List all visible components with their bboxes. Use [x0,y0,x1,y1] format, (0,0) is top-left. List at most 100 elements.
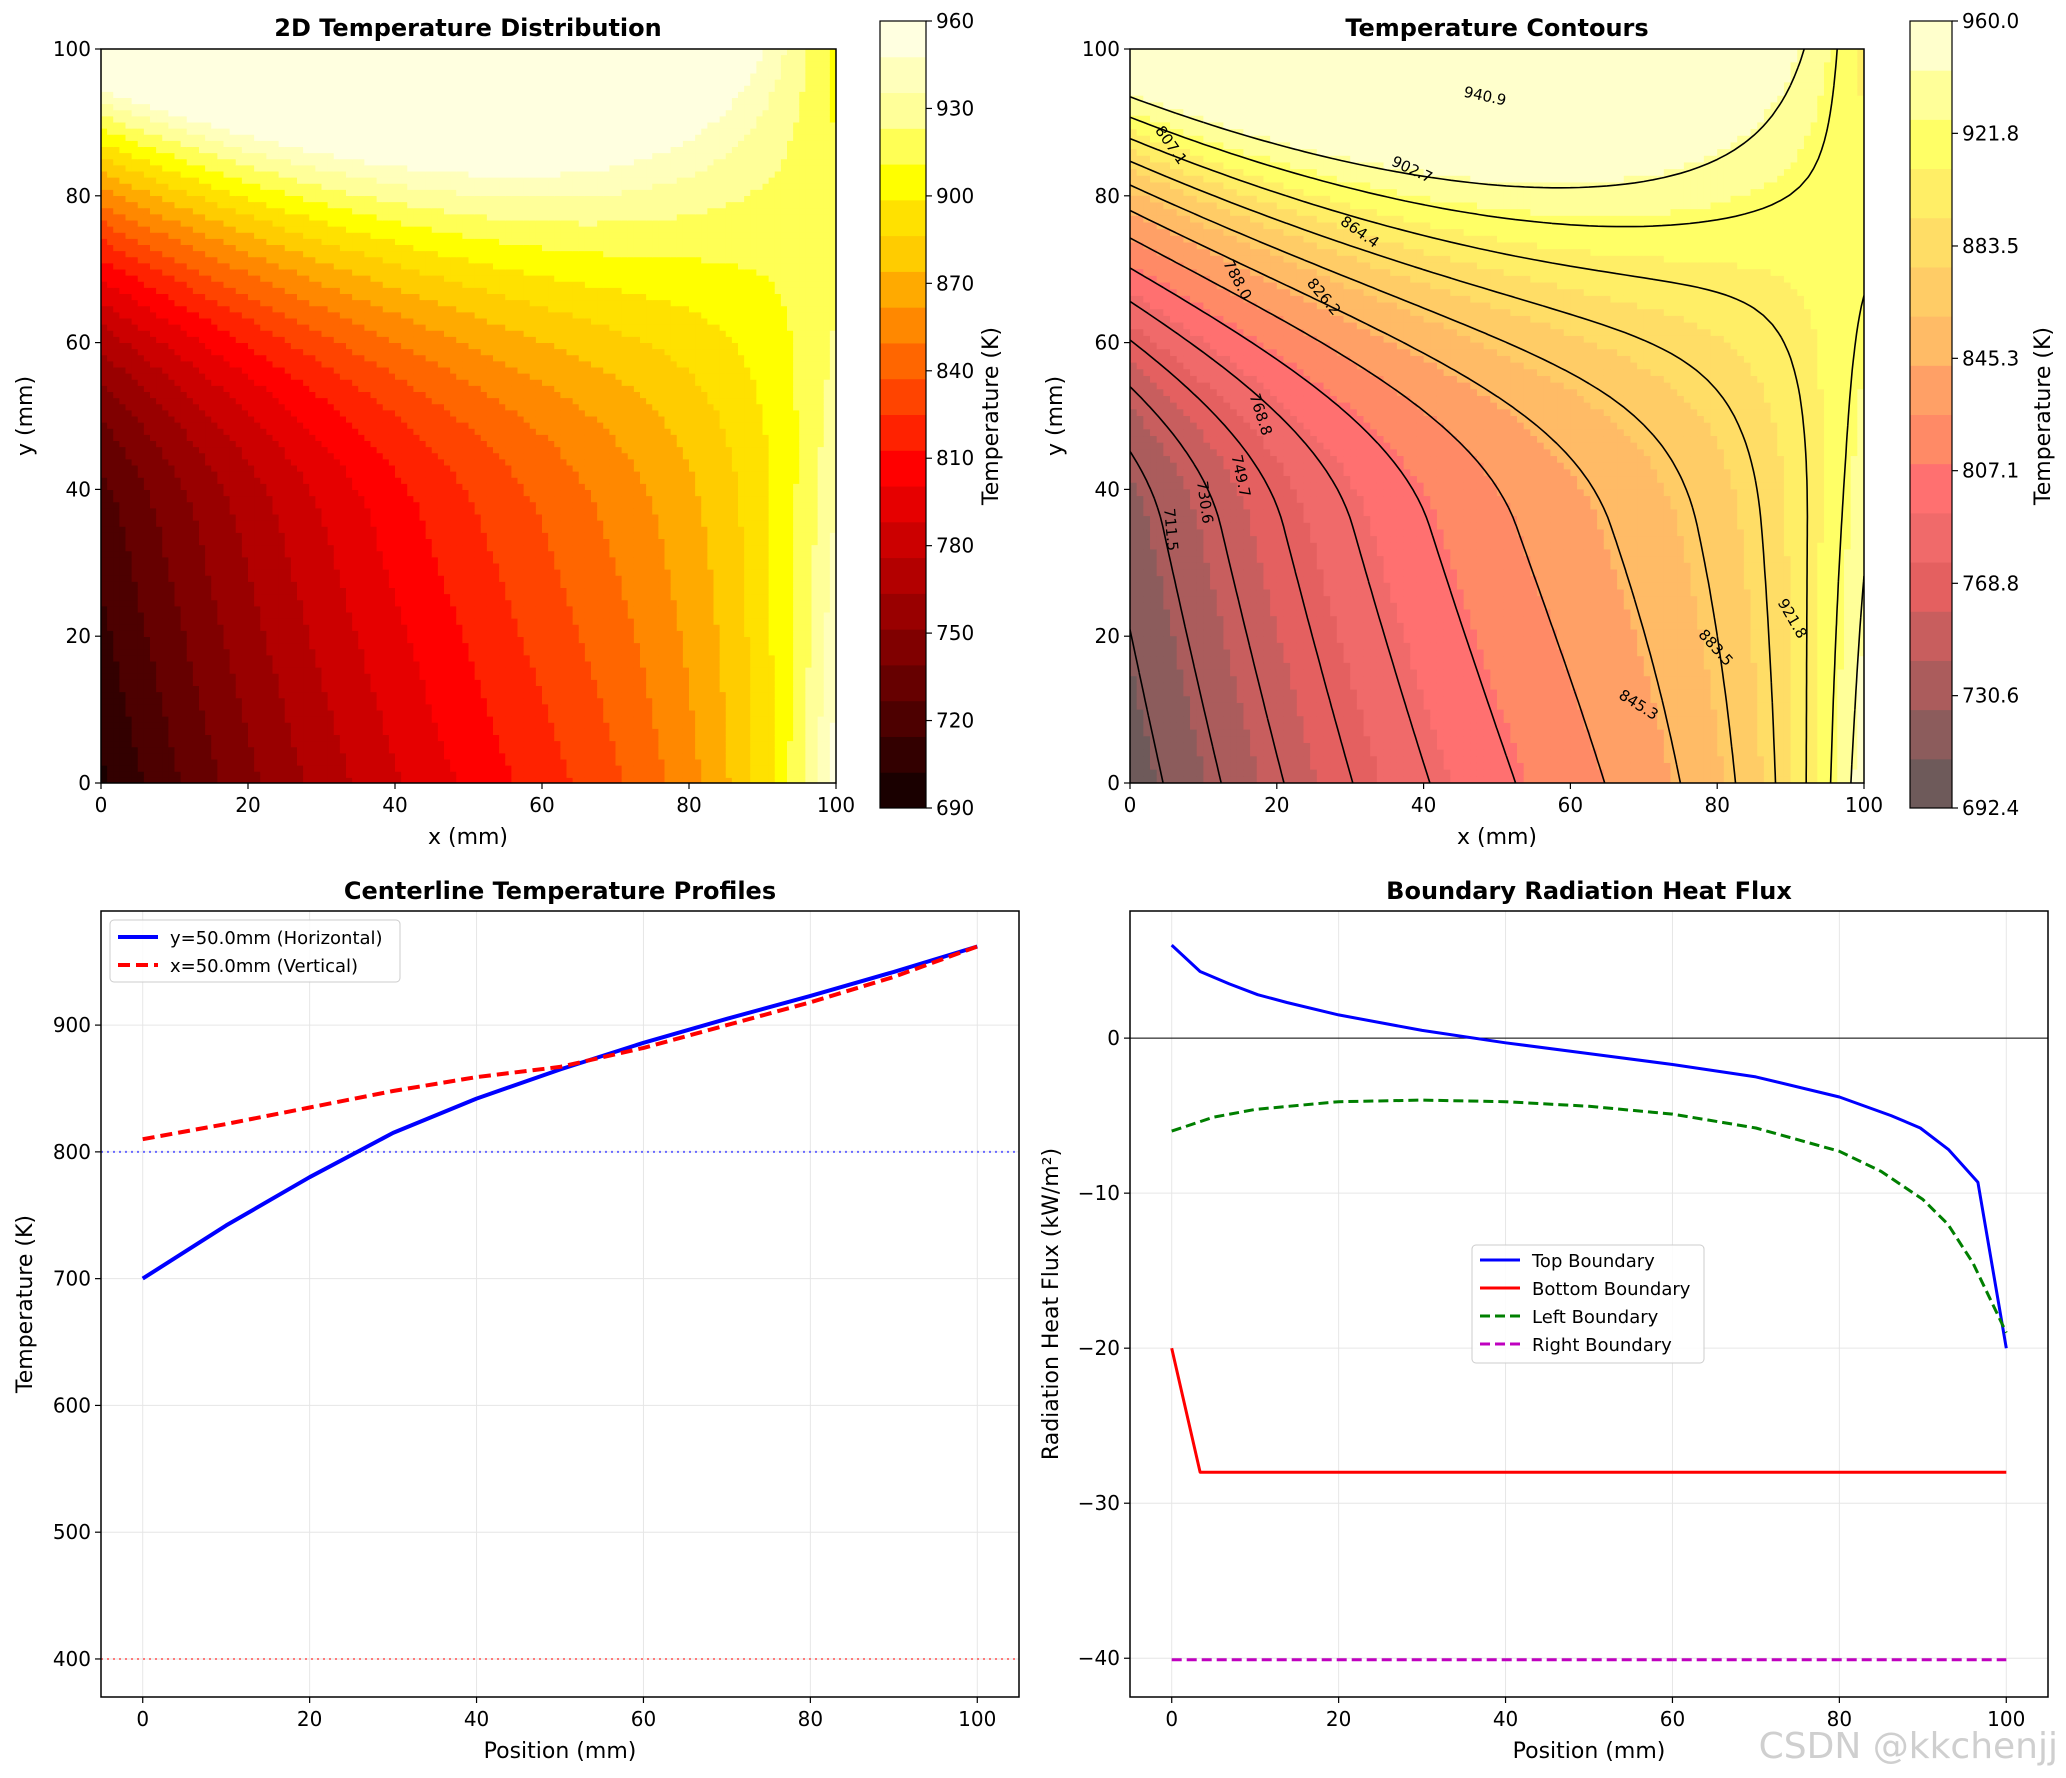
field-cell [131,428,139,436]
field-cell [143,398,151,405]
field-cell [223,686,231,693]
field-cell [339,177,347,185]
field-cell [180,257,188,264]
field-cell [156,441,163,448]
field-cell [180,416,188,424]
field-cell [150,238,157,246]
field-cell [180,441,188,448]
field-cell [248,753,255,761]
field-cell [309,735,316,742]
field-cell [278,202,286,209]
field-cell [254,116,261,124]
field-cell [174,667,182,675]
field-cell [223,85,231,93]
field-cell [101,324,108,332]
field-cell [309,153,316,160]
field-cell [174,581,182,589]
field-cell [143,759,151,767]
field-cell [321,367,329,375]
field-cell [284,165,292,173]
field-cell [290,73,298,81]
field-cell [113,728,120,736]
field-cell [125,251,133,258]
field-cell [254,171,261,179]
field-cell [266,281,274,289]
field-cell [199,416,206,424]
field-cell [211,177,218,185]
field-cell [217,416,225,424]
field-cell [186,208,194,215]
field-cell [352,275,359,283]
field-cell [137,441,145,448]
field-cell [199,673,206,681]
field-cell [235,618,243,626]
field-cell [290,679,298,687]
field-cell [229,759,237,767]
field-cell [162,140,169,148]
field-cell [297,324,304,332]
field-cell [205,55,212,62]
field-cell [327,318,335,326]
field-cell [186,85,194,93]
field-cell [131,214,139,222]
field-cell [205,667,212,675]
field-cell [315,159,323,166]
field-cell [272,220,280,228]
field-cell [162,55,169,62]
field-cell [137,404,145,411]
field-cell [168,490,176,497]
field-cell [156,465,163,473]
field-cell [333,569,341,577]
panel1-title: 2D Temperature Distribution [274,14,661,42]
field-cell [248,306,255,313]
field-cell [229,110,237,117]
field-cell [333,183,341,191]
field-cell [327,710,335,718]
field-cell [272,318,280,326]
field-cell [125,177,133,185]
field-cell [174,140,182,148]
field-cell [278,698,286,705]
field-cell [346,128,353,136]
field-cell [113,134,120,142]
field-cell [339,398,347,405]
field-cell [162,551,169,558]
field-cell [266,367,274,375]
field-cell [192,251,200,258]
field-cell [248,232,255,240]
field-cell [199,459,206,467]
field-cell [150,453,157,460]
field-cell [192,49,200,56]
field-cell [156,496,163,503]
field-cell [303,502,310,509]
field-cell [297,140,304,148]
field-cell [260,747,267,754]
field-cell [248,85,255,93]
field-cell [107,300,114,307]
field-cell [211,594,218,601]
field-cell [137,281,145,289]
field-cell [223,410,231,418]
field-cell [290,575,298,583]
field-cell [333,557,341,565]
field-cell [217,545,225,552]
field-cell [346,404,353,411]
field-cell [162,214,169,222]
field-cell [125,539,133,546]
field-cell [223,624,231,632]
field-cell [235,214,243,222]
field-cell [272,710,280,718]
field-cell [131,220,139,228]
field-cell [162,165,169,173]
field-cell [211,716,218,724]
field-cell [180,336,188,344]
field-cell [137,79,145,87]
field-cell [321,422,329,430]
field-cell [235,447,243,454]
field-cell [327,147,335,154]
field-cell [339,318,347,326]
field-cell [156,434,163,442]
field-cell [248,251,255,258]
field-cell [254,251,261,258]
field-cell [284,134,292,142]
